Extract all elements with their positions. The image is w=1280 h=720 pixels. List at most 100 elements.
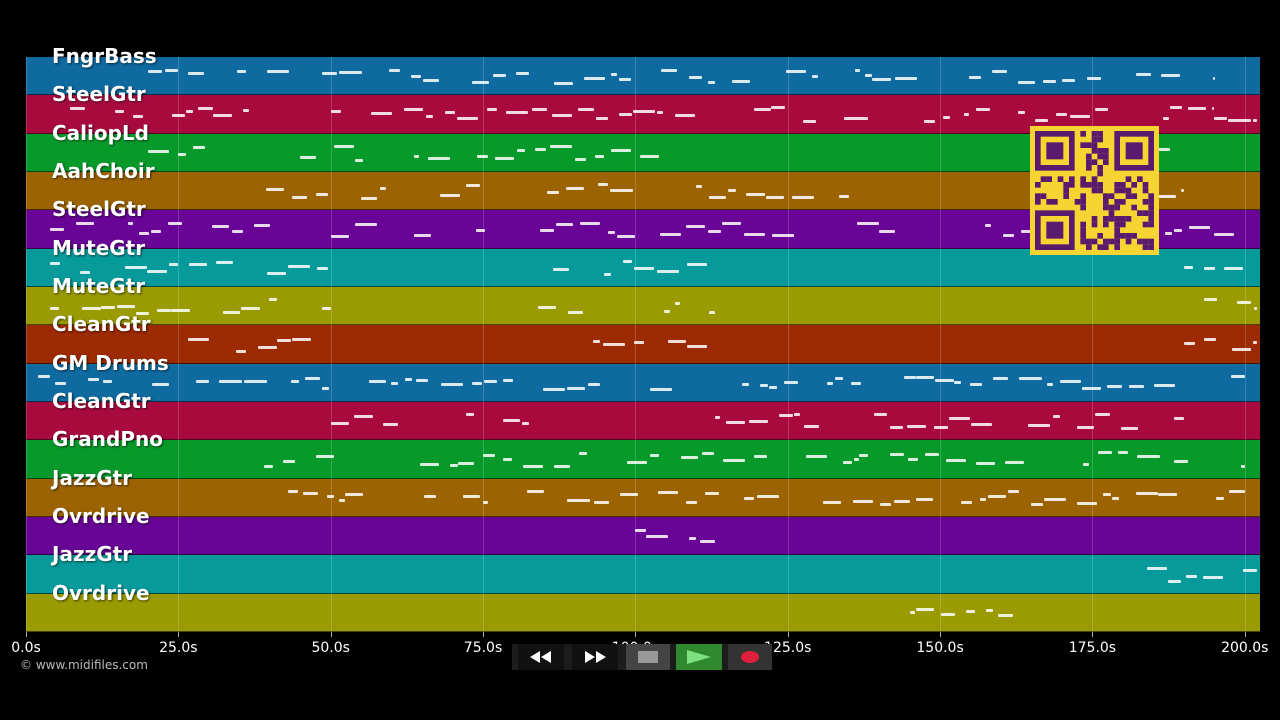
note [657, 111, 664, 115]
note [923, 119, 936, 123]
track-label: GrandPno [52, 427, 163, 452]
note [607, 230, 616, 234]
note [745, 192, 765, 196]
note [633, 109, 655, 113]
rewind-button[interactable] [518, 644, 564, 670]
note [685, 224, 706, 228]
note [744, 496, 755, 500]
note [822, 500, 841, 504]
note [427, 157, 450, 161]
note [925, 453, 940, 457]
note [784, 380, 798, 384]
note [1204, 298, 1218, 302]
note [1111, 497, 1119, 501]
note [338, 498, 345, 502]
note [487, 108, 498, 112]
stop-icon [638, 651, 658, 663]
note [38, 374, 51, 378]
record-button[interactable] [728, 644, 772, 670]
tick-label: 25.0s [159, 640, 198, 656]
note [879, 230, 895, 234]
note [231, 229, 244, 233]
note [330, 109, 341, 113]
note [532, 108, 548, 112]
note [542, 388, 566, 392]
note [907, 458, 919, 462]
note [904, 375, 916, 379]
note [354, 158, 363, 162]
fast-forward-button[interactable] [572, 644, 618, 670]
tick-mark [330, 632, 332, 637]
note [1137, 454, 1160, 458]
note [477, 155, 489, 159]
note [968, 75, 982, 79]
note [322, 387, 330, 391]
note [1094, 412, 1110, 416]
note [650, 388, 672, 392]
note [264, 465, 273, 469]
note [1098, 451, 1112, 455]
track-label: CleanGtr [52, 388, 151, 413]
note [985, 608, 994, 612]
grid-line [787, 57, 789, 632]
note [778, 414, 793, 418]
note [458, 461, 475, 465]
note [1214, 117, 1227, 121]
note [1254, 306, 1257, 310]
note [619, 78, 632, 82]
note [315, 454, 334, 458]
note [580, 221, 601, 225]
note [1168, 579, 1182, 583]
note [305, 376, 321, 380]
note [1154, 383, 1176, 387]
stop-button[interactable] [626, 644, 670, 670]
note [465, 184, 481, 188]
note [70, 106, 85, 110]
note [540, 228, 554, 232]
track-lane [26, 57, 1260, 96]
note [987, 494, 1007, 498]
note [555, 222, 573, 226]
note [172, 114, 185, 118]
play-button[interactable] [676, 644, 722, 670]
note [243, 380, 267, 384]
track-label: AahChoir [52, 158, 155, 183]
note [1160, 74, 1180, 78]
note [674, 302, 681, 306]
note [909, 611, 915, 615]
note [857, 222, 880, 226]
note [584, 76, 605, 80]
note [793, 413, 800, 417]
tick-label: 200.0s [1221, 640, 1269, 656]
grid-line [483, 57, 485, 632]
note [1043, 80, 1057, 84]
note [864, 73, 872, 77]
note [1120, 426, 1138, 430]
note [136, 311, 150, 315]
note [242, 109, 250, 113]
note [371, 111, 393, 115]
note [75, 221, 94, 225]
track-lane [26, 555, 1260, 594]
note [471, 81, 489, 85]
note [146, 270, 168, 274]
note [578, 107, 595, 111]
note [687, 263, 708, 267]
note [534, 148, 547, 152]
note [565, 187, 585, 191]
note [960, 500, 973, 504]
note [147, 69, 162, 73]
track-label: FngrBass [52, 44, 157, 68]
note [786, 70, 807, 74]
note [50, 227, 65, 231]
note [1228, 119, 1251, 123]
note [749, 419, 769, 423]
note [727, 188, 736, 192]
grid-line [1244, 57, 1246, 632]
transport-controls [512, 644, 772, 670]
note [440, 382, 463, 386]
note [871, 78, 891, 82]
tick-label: 50.0s [311, 640, 350, 656]
note [1017, 80, 1035, 84]
note [50, 261, 60, 265]
